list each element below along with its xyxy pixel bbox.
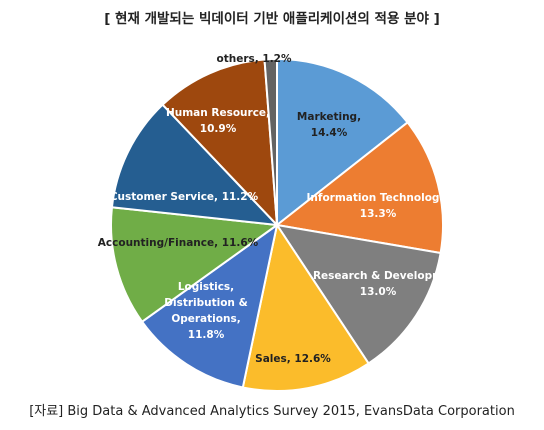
- slice-label: Human Resource, 10.9%: [166, 107, 270, 135]
- slice-label: Accounting/Finance, 11.6%: [98, 237, 259, 249]
- slice-label: Information Technology, 13.3%: [307, 192, 450, 220]
- slice-label-line: 14.4%: [311, 127, 348, 139]
- slice-label: Research & Developm 13.0%: [313, 270, 443, 298]
- pie-slice: [161, 58, 279, 228]
- slice-label: Sales, 12.6%: [255, 353, 331, 365]
- pie-slices: [110, 57, 444, 392]
- pie-slice: [140, 222, 279, 389]
- slice-label-line: Accounting/Finance, 11.6%: [98, 237, 259, 249]
- chart-title: [ 현재 개발되는 빅데이터 기반 애플리케이션의 적용 분야 ]: [104, 11, 440, 27]
- slice-label-line: Research & Developm: [313, 270, 443, 282]
- slice-label: others, 1.2%: [216, 53, 292, 65]
- slice-label-line: 11.8%: [188, 329, 225, 341]
- pie-slice: [274, 121, 444, 255]
- slice-label-line: Sales, 12.6%: [255, 353, 331, 365]
- pie-slice: [276, 57, 409, 228]
- slice-label-line: 13.0%: [360, 286, 397, 298]
- slice-label-line: Information Technology,: [307, 192, 450, 204]
- pie-slice: [241, 222, 370, 392]
- pie-labels: Marketing, 14.4% Information Technology, 13…: [98, 53, 450, 365]
- slice-label-line: Human Resource,: [166, 107, 270, 119]
- slice-label-line: 13.3%: [360, 208, 397, 220]
- slice-label-line: others, 1.2%: [216, 53, 292, 65]
- pie-slice: [263, 57, 278, 226]
- slice-label: Customer Service, 11.2%: [110, 191, 259, 203]
- slice-label-line: Operations,: [171, 313, 240, 325]
- source-note: [자료] Big Data & Advanced Analytics Surve…: [29, 404, 515, 419]
- pie-slice: [110, 103, 280, 227]
- slice-label: Marketing, 14.4%: [297, 111, 361, 139]
- slice-label-line: Logistics,: [178, 281, 234, 293]
- slice-label: Logistics, Distribution & Operations, 11.8%: [164, 281, 247, 341]
- slice-label-line: 10.9%: [200, 123, 237, 135]
- slice-label-line: Distribution &: [164, 297, 247, 309]
- pie-slice: [274, 223, 442, 365]
- pie-slice: [110, 206, 280, 324]
- slice-label-line: Customer Service, 11.2%: [110, 191, 259, 203]
- slice-label-line: Marketing,: [297, 111, 361, 123]
